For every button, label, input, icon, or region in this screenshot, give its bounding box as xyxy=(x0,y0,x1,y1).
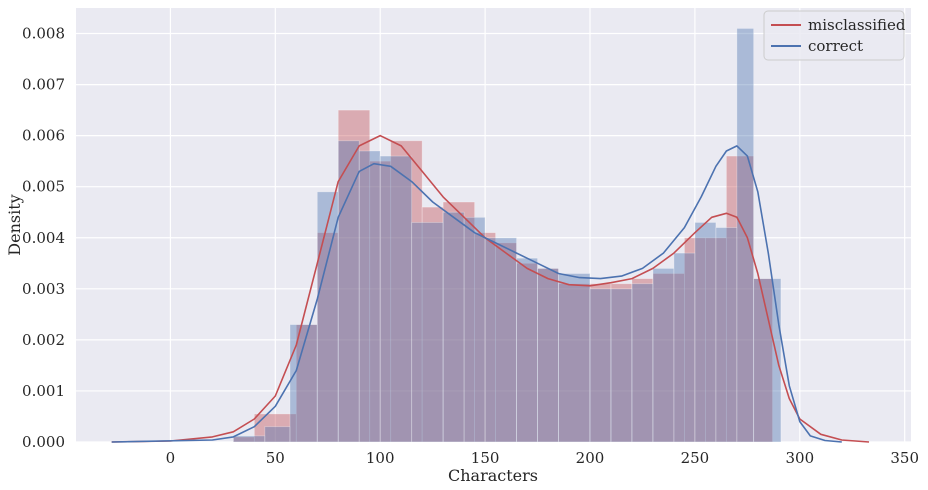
bar-correct xyxy=(589,288,612,443)
y-axis-label: Density xyxy=(5,194,24,255)
bar-correct xyxy=(537,267,559,443)
bar-misclassified xyxy=(369,160,392,443)
bar-correct xyxy=(610,288,633,443)
bar-correct xyxy=(463,216,486,443)
bar-misclassified xyxy=(725,155,755,443)
bar-correct xyxy=(358,150,381,443)
x-tick-label: 150 xyxy=(471,449,500,467)
bar-correct xyxy=(337,140,360,443)
y-tick-label: 0.008 xyxy=(22,25,65,43)
bar-misclassified xyxy=(421,206,444,443)
bar-misclassified xyxy=(495,242,517,443)
bar-misclassified xyxy=(684,237,706,443)
kde-lines xyxy=(111,134,870,443)
bar-correct xyxy=(715,227,738,443)
bar-correct xyxy=(484,237,517,443)
bar-misclassified xyxy=(253,413,297,443)
bar-correct xyxy=(631,283,654,443)
x-tick-label: 200 xyxy=(576,449,605,467)
y-tick-label: 0.002 xyxy=(22,331,65,349)
bar-correct xyxy=(516,257,538,443)
y-axis-ticks: 0.000 0.001 0.002 0.003 0.004 0.005 0.006 0.007… xyxy=(22,25,65,451)
bar-misclassified xyxy=(704,237,727,443)
x-tick-label: 350 xyxy=(890,449,919,467)
histogram-bars xyxy=(232,28,782,443)
bar-misclassified xyxy=(337,109,371,443)
bar-correct xyxy=(232,435,266,443)
x-tick-label: 0 xyxy=(166,449,176,467)
x-axis-label: Characters xyxy=(448,466,538,485)
bar-correct xyxy=(673,252,696,443)
bar-correct xyxy=(558,273,591,443)
bar-misclassified xyxy=(442,201,476,443)
kde-line-misclassified xyxy=(111,134,870,443)
y-tick-label: 0.004 xyxy=(22,229,65,247)
kde-line-correct xyxy=(111,145,842,443)
legend: misclassified correct xyxy=(763,10,906,61)
bar-misclassified xyxy=(610,283,633,443)
bar-misclassified xyxy=(316,232,339,443)
grid xyxy=(76,8,911,443)
x-axis-ticks: 0 50 100 150 200 250 300 350 xyxy=(166,449,919,467)
bar-misclassified xyxy=(652,273,685,443)
bar-correct xyxy=(652,267,675,443)
y-tick-label: 0.007 xyxy=(22,76,65,94)
bar-correct xyxy=(289,324,318,443)
x-tick-label: 300 xyxy=(785,449,814,467)
bar-misclassified xyxy=(474,232,496,443)
bar-correct xyxy=(411,222,444,443)
bar-misclassified xyxy=(516,262,538,443)
legend-label-misclassified: misclassified xyxy=(808,16,906,34)
bar-misclassified xyxy=(232,436,255,443)
plot-area xyxy=(76,8,911,442)
y-tick-label: 0.003 xyxy=(22,280,65,298)
bar-misclassified xyxy=(631,278,654,443)
bar-correct xyxy=(264,426,291,443)
y-tick-label: 0.006 xyxy=(22,127,65,145)
y-tick-label: 0.000 xyxy=(22,433,65,451)
x-tick-label: 250 xyxy=(681,449,710,467)
bar-correct xyxy=(694,222,717,443)
legend-box xyxy=(763,10,905,61)
x-tick-label: 50 xyxy=(266,449,285,467)
bar-correct xyxy=(442,211,465,443)
bar-correct xyxy=(379,155,413,443)
x-tick-label: 100 xyxy=(366,449,395,467)
y-tick-label: 0.001 xyxy=(22,382,65,400)
bar-correct xyxy=(316,191,339,443)
legend-label-correct: correct xyxy=(808,37,863,55)
y-tick-label: 0.005 xyxy=(22,178,65,196)
bar-misclassified xyxy=(390,140,423,443)
bar-misclassified xyxy=(558,283,591,443)
